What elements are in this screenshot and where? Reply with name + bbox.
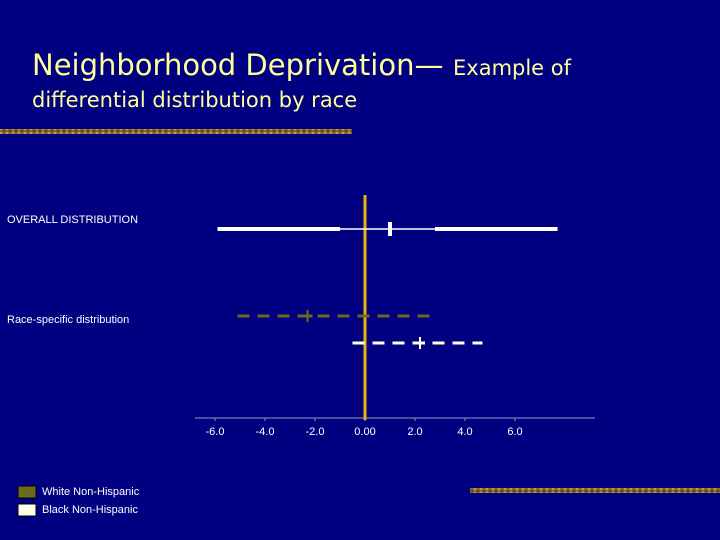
decor-bar bbox=[0, 129, 352, 134]
x-tick-label: 0.00 bbox=[354, 426, 375, 438]
legend-swatch bbox=[17, 485, 37, 499]
x-tick-label: -4.0 bbox=[256, 426, 275, 438]
legend-label: White Non-Hispanic bbox=[42, 486, 140, 498]
subtitle-line: Example of bbox=[453, 56, 572, 80]
x-tick-label: 4.0 bbox=[457, 426, 472, 438]
x-tick-label: -2.0 bbox=[306, 426, 325, 438]
subtitle-line: differential distribution by race bbox=[32, 88, 357, 112]
legend-label: Black Non-Hispanic bbox=[42, 504, 138, 516]
decor-bar bbox=[470, 488, 720, 493]
title: Neighborhood Deprivation— bbox=[32, 48, 443, 82]
legend-swatch bbox=[17, 503, 37, 517]
x-tick-label: 6.0 bbox=[507, 426, 522, 438]
x-tick-label: -6.0 bbox=[206, 426, 225, 438]
row-label: Race-specific distribution bbox=[7, 314, 129, 326]
x-tick-label: 2.0 bbox=[407, 426, 422, 438]
row-label: OVERALL DISTRIBUTION bbox=[7, 214, 138, 226]
